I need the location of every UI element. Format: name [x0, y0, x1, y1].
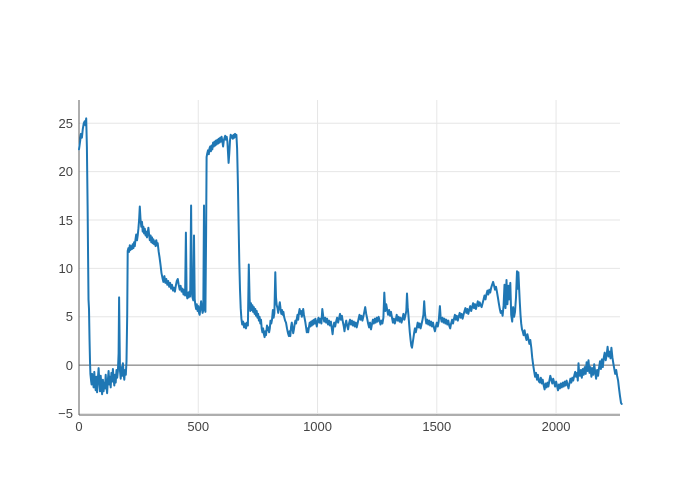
- x-tick-label: 1500: [422, 419, 452, 434]
- y-tick-label: 15: [58, 212, 73, 228]
- x-tick-label: 1000: [303, 419, 332, 434]
- y-tick-label: 0: [65, 357, 73, 373]
- y-tick-label: 20: [58, 164, 73, 180]
- y-tick-label: −5: [58, 406, 73, 422]
- x-tick-label: 500: [187, 419, 210, 434]
- y-tick-label: 10: [58, 260, 73, 276]
- y-tick-label: 5: [65, 309, 73, 325]
- y-tick-label: 25: [58, 115, 73, 131]
- x-tick-label: 2000: [541, 419, 571, 434]
- data-line: [78, 117, 623, 405]
- x-tick-label: 0: [75, 419, 83, 434]
